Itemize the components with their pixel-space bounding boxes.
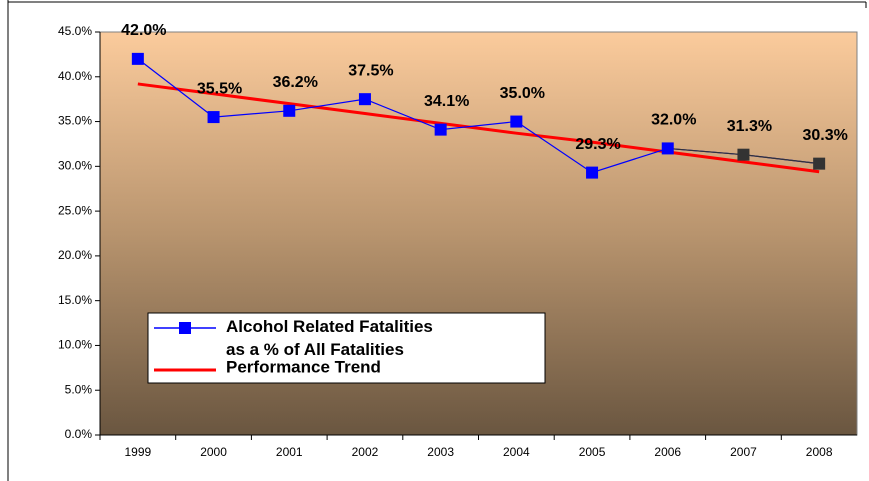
series-segment xyxy=(743,154,820,165)
y-tick-label: 30.0% xyxy=(58,159,92,173)
data-label: 35.5% xyxy=(197,80,242,97)
x-tick-label: 1999 xyxy=(124,445,151,459)
trend-line xyxy=(137,82,820,174)
y-tick-label: 20.0% xyxy=(58,248,92,262)
y-tick-label: 5.0% xyxy=(65,382,93,396)
x-tick-label: 2005 xyxy=(579,445,606,459)
legend-marker xyxy=(179,322,191,334)
marker xyxy=(661,142,674,155)
marker xyxy=(434,123,447,136)
data-label: 42.0% xyxy=(121,22,166,39)
data-label: 31.3% xyxy=(727,118,772,135)
data-label: 34.1% xyxy=(424,93,469,110)
y-tick-label: 40.0% xyxy=(58,69,92,83)
y-tick-label: 15.0% xyxy=(58,293,92,307)
x-tick-label: 2001 xyxy=(276,445,303,459)
data-label: 36.2% xyxy=(273,74,318,91)
x-tick-label: 2007 xyxy=(730,445,757,459)
y-tick-label: 45.0% xyxy=(58,24,92,38)
data-label: 30.3% xyxy=(802,127,847,144)
y-tick-label: 25.0% xyxy=(58,203,92,217)
legend-label: Performance Trend xyxy=(226,357,381,376)
marker xyxy=(207,111,220,124)
data-label: 35.0% xyxy=(500,85,545,102)
data-label: 37.5% xyxy=(348,62,393,79)
x-tick-label: 2006 xyxy=(654,445,681,459)
marker xyxy=(510,115,523,128)
x-tick-label: 2002 xyxy=(352,445,379,459)
x-tick-label: 2008 xyxy=(806,445,833,459)
y-tick-label: 10.0% xyxy=(58,338,92,352)
y-tick-label: 35.0% xyxy=(58,114,92,128)
x-tick-label: 2004 xyxy=(503,445,530,459)
x-tick-label: 2003 xyxy=(427,445,454,459)
marker xyxy=(813,157,826,170)
series-segment xyxy=(667,147,744,156)
marker xyxy=(131,52,144,65)
marker xyxy=(586,166,599,179)
x-tick-label: 2000 xyxy=(200,445,227,459)
marker xyxy=(358,93,371,106)
marker xyxy=(737,148,750,161)
marker xyxy=(283,104,296,117)
legend-label: Alcohol Related Fatalities as a % of All … xyxy=(226,317,433,359)
data-label: 29.3% xyxy=(575,136,620,153)
data-label: 32.0% xyxy=(651,112,696,129)
y-tick-label: 0.0% xyxy=(65,427,93,441)
